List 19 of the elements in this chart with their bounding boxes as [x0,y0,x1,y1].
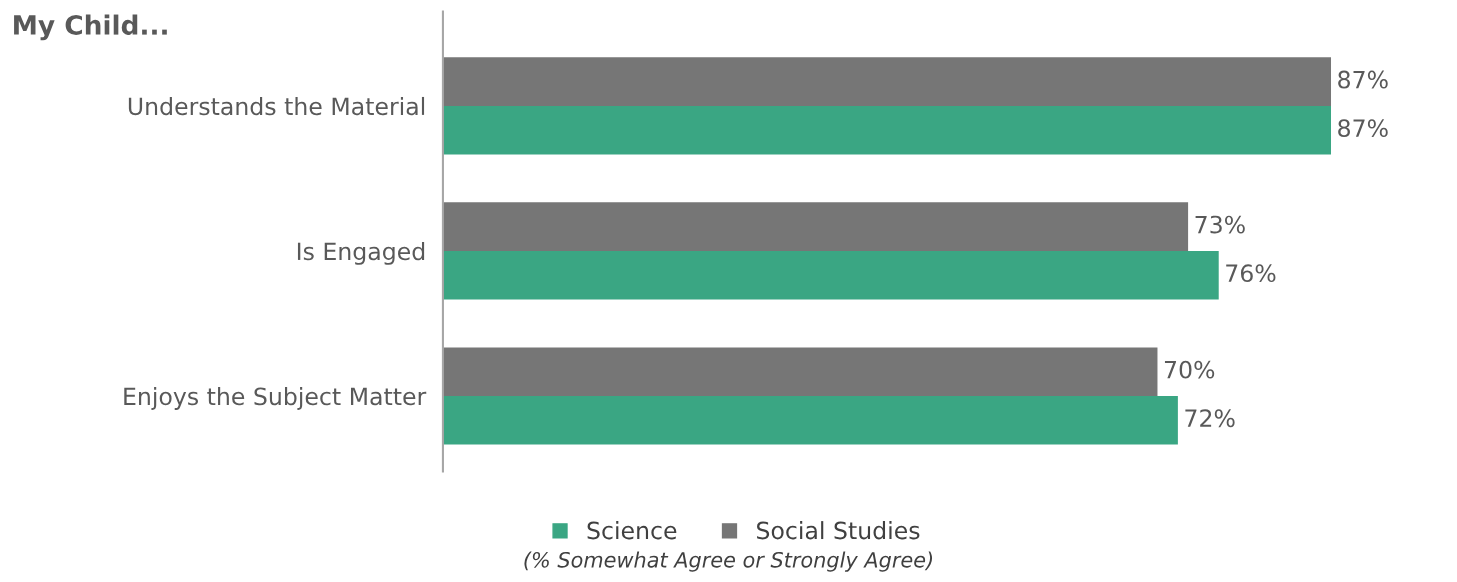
y-tick-label: Enjoys the Subject Matter [124,387,427,410]
data-label: 87% [1338,119,1388,138]
bar [442,57,1331,106]
bar [442,105,1331,155]
text: (% Somewhat Agree or Strongly Agree) [524,551,933,572]
bar [442,202,1189,251]
legend-label: Social Studies [757,521,920,540]
y-tick-label: Understands the Material [128,96,425,116]
text: My Child... [14,14,167,41]
data-label: 76% [1226,264,1276,283]
data-label: 87% [1338,70,1388,89]
data-label: 73% [1195,215,1245,234]
data-label: 70% [1164,360,1215,379]
data-label: 72% [1185,409,1235,428]
bar [442,396,1178,445]
legend-label: Science [587,521,677,540]
y-tick-label: Is Engaged [297,241,425,265]
bar [442,250,1219,300]
bar [442,347,1158,396]
